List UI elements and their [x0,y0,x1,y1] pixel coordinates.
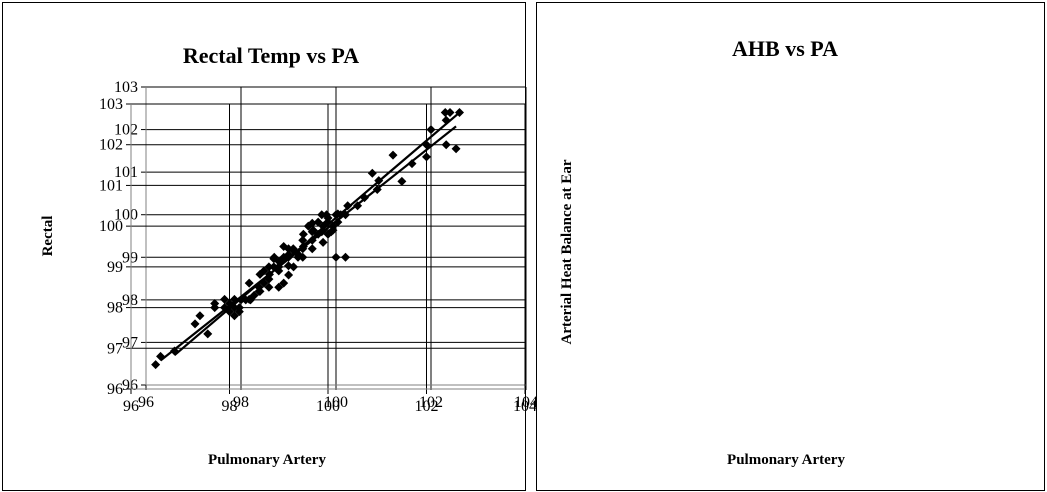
chart-title: AHB vs PA [732,36,838,61]
data-point [331,252,341,262]
data-point [440,108,450,118]
y-axis-title: Rectal [40,216,56,257]
y-tick-label: 101 [99,177,123,194]
y-tick-label: 97 [122,334,138,351]
data-point [388,150,398,160]
data-point [426,125,436,135]
data-point [229,294,239,304]
data-point [317,210,327,220]
chart-panel-rectal: Rectal Temp vs PA Pulmonary Artery Recta… [2,2,538,491]
data-point [374,176,384,186]
data-point [323,213,333,223]
data-point [298,235,308,245]
data-point [441,140,451,150]
y-axis-title: Arterial Heat Balance at Ear [559,159,575,344]
data-point [244,278,254,288]
data-point [254,286,264,296]
data-point [293,250,303,260]
data-point [284,270,294,280]
x-tick-label: 100 [324,394,348,411]
y-tick-label: 97 [107,340,123,357]
data-point [298,242,308,251]
x-tick-label: 104 [514,394,538,411]
y-tick-label: 100 [99,218,123,235]
x-tick-label: 100 [316,398,340,415]
chart-rectal-vs-pa: Rectal Temp vs PA Pulmonary Artery Recta… [40,43,538,468]
data-point [274,266,284,276]
data-point [333,217,343,227]
trendline [159,125,457,362]
data-point [353,201,363,211]
y-tick-label: 103 [114,79,138,96]
y-tick-label: 101 [114,164,138,181]
y-tick-label: 96 [107,381,123,398]
data-point [307,244,317,254]
data-point [455,108,464,118]
data-point [397,176,407,186]
y-tick-label: 102 [99,137,123,154]
data-point [318,237,328,247]
x-tick-label: 96 [138,394,154,411]
y-tick-label: 103 [99,96,123,113]
x-tick-label: 98 [233,394,249,411]
data-point [210,299,220,308]
data-point [341,252,350,262]
x-tick-label: 102 [419,394,443,411]
data-point [264,282,274,292]
data-point [203,329,213,339]
x-tick-label: 104 [513,398,537,415]
data-point [343,201,353,211]
chart-ahb-vs-pa: AHB vs PA Pulmonary Artery Arterial Heat… [99,36,845,468]
y-tick-label: 100 [114,207,138,224]
data-point [445,108,455,118]
data-point [367,168,377,178]
data-point [407,159,417,169]
data-point [156,351,166,361]
x-axis-title: Pulmonary Artery [727,452,845,468]
data-point [195,311,205,321]
y-tick-label: 99 [122,249,138,266]
data-point [234,303,244,313]
data-point [190,319,200,329]
y-tick-label: 96 [122,377,138,394]
data-point [451,144,461,154]
y-tick-label: 99 [107,259,123,276]
x-tick-label: 96 [123,398,139,415]
data-point [318,221,328,231]
data-point [279,242,289,251]
data-point [264,274,274,284]
data-point [441,115,451,125]
data-point [298,229,308,239]
y-tick-label: 98 [107,300,123,317]
chart-panel-ahb: AHB vs PA Pulmonary Artery Arterial Heat… [99,2,1045,491]
y-tick-label: 98 [122,292,138,309]
data-point [422,152,431,162]
x-tick-label: 102 [415,398,439,415]
data-point [151,360,161,370]
data-point [422,140,431,150]
data-point [333,209,343,219]
gridlines [141,86,527,390]
data-point [279,278,289,288]
data-point [269,254,279,264]
x-tick-label: 98 [222,398,238,415]
chart-title: Rectal Temp vs PA [183,43,359,68]
y-tick-label: 102 [114,122,138,139]
data-point [264,262,274,272]
data-point [372,185,382,194]
data-point [289,262,299,272]
x-axis-title: Pulmonary Artery [208,452,326,468]
